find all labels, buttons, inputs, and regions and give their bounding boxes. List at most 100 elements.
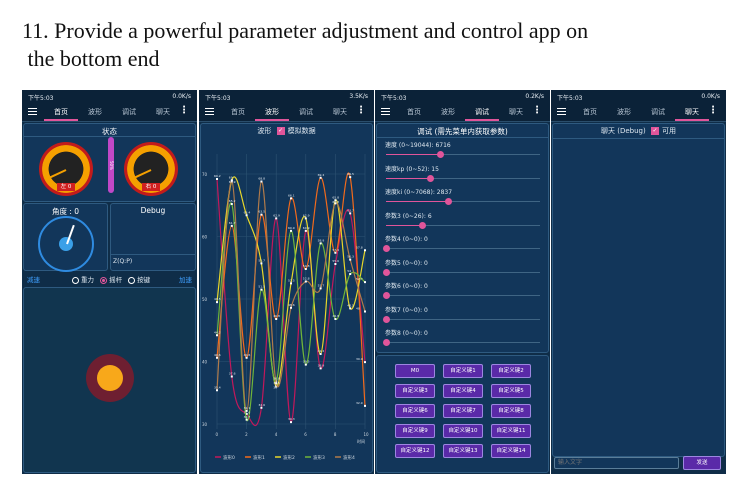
slider-thumb[interactable] [427,174,435,182]
data-point [260,406,263,409]
custom-key-button[interactable]: 自定义键14 [491,444,531,458]
slider-thumb[interactable] [437,151,445,158]
menu-icon[interactable] [28,108,37,115]
simulate-checkbox[interactable]: ✓ [276,127,285,135]
tab-debug[interactable]: 调试 [122,108,136,116]
custom-key-button[interactable]: 自定义键3 [395,384,435,398]
clock-time: 下午5:03 [205,95,231,102]
custom-key-button[interactable]: 自定义键12 [395,444,435,458]
more-icon[interactable]: ⋮ [532,105,542,116]
radio-joystick[interactable] [100,276,108,284]
menu-icon[interactable] [381,108,390,115]
chat-input[interactable] [554,457,679,469]
menu-icon[interactable] [205,108,214,115]
data-point [260,262,263,265]
tab-debug[interactable]: 调试 [299,108,313,116]
custom-key-button[interactable]: 自定义键2 [491,364,531,378]
tab-chat[interactable]: 聊天 [675,107,709,121]
param-slider[interactable] [386,198,540,205]
param-slider[interactable] [383,292,540,299]
left-gauge: 左 0 [39,142,93,196]
param-slider[interactable] [386,174,540,182]
data-point [290,421,292,424]
slider-thumb[interactable] [418,221,426,229]
joystick-knob[interactable] [97,365,123,391]
custom-key-button[interactable]: 自定义键1 [443,364,483,378]
data-label: 63.7 [347,208,354,212]
tab-debug[interactable]: 调试 [651,108,665,116]
tab-home[interactable]: 首页 [231,108,245,116]
slider-thumb[interactable] [383,268,390,276]
status-bar: 下午5:03 3.5K/s [199,90,374,102]
more-icon[interactable]: ⋮ [179,105,189,116]
param-slider[interactable] [383,245,540,252]
slider-thumb[interactable] [383,315,390,323]
data-label: 52.7 [356,277,363,281]
data-label: 54 [347,269,351,273]
right-gauge: 右 0 [124,142,178,196]
data-point [245,413,248,415]
data-point [245,356,248,359]
clock-time: 下午5:03 [381,95,407,102]
custom-key-button[interactable]: 自定义键10 [443,424,483,438]
data-point [216,389,218,392]
tab-chat[interactable]: 聊天 [333,108,347,116]
slider-thumb[interactable] [383,339,390,346]
more-icon[interactable]: ⋮ [708,105,718,116]
tab-debug[interactable]: 调试 [465,107,499,121]
data-label: 63.4 [244,210,251,214]
data-point [349,307,352,310]
angle-dial [38,216,94,272]
custom-key-button[interactable]: 自定义键11 [491,424,531,438]
tab-wave[interactable]: 波形 [441,108,455,116]
data-label: 69.5 [347,172,354,176]
custom-key-button[interactable]: M0 [395,364,435,378]
accelerate-button[interactable]: 加速 [179,276,192,284]
chat-title: 聊天 (Debug) [601,127,646,135]
param-slider[interactable] [383,339,540,346]
custom-key-button[interactable]: 自定义键4 [443,384,483,398]
param-slider[interactable] [386,221,540,229]
tab-wave[interactable]: 波形 [88,108,102,116]
mode-radio-group: 重力 摇杆 按键 [68,273,150,287]
tab-chat[interactable]: 聊天 [156,108,170,116]
data-point [245,214,248,217]
data-label: 46.8 [332,314,339,318]
tab-bar: 首页 波形 调试 聊天 ⋮ [375,102,550,122]
radio-gravity[interactable] [72,276,79,284]
radio-buttons[interactable] [128,276,136,284]
x-tick-label: 0 [216,432,219,437]
tab-chat[interactable]: 聊天 [509,108,523,116]
param-slider[interactable] [386,151,540,158]
heading-line-2: the bottom end [22,46,160,71]
tab-home[interactable]: 首页 [44,107,78,121]
custom-keys-panel: M0 自定义键1 自定义键2 自定义键3 自定义键4 自定义键5 自定义键6 自定义键7 自定义… [376,355,549,473]
left-gauge-label: 左 0 [57,183,75,191]
custom-key-button[interactable]: 自定义键5 [491,384,531,398]
tab-home[interactable]: 首页 [407,108,421,116]
menu-icon[interactable] [557,108,566,115]
tab-wave[interactable]: 波形 [255,107,289,121]
decelerate-button[interactable]: 减速 [27,276,40,284]
data-label: 62.9 [273,213,280,217]
joystick-area[interactable] [23,287,196,473]
angle-title: 角度 : 0 [51,207,80,216]
data-point [275,382,278,385]
custom-key-button[interactable]: 自定义键13 [443,444,483,458]
tab-wave[interactable]: 波形 [617,108,631,116]
legend-label: 波形4 [343,454,355,461]
tab-home[interactable]: 首页 [583,108,597,116]
custom-key-button[interactable]: 自定义键7 [443,404,483,418]
param-slider[interactable] [383,268,540,276]
data-label: 49.5 [214,297,221,301]
custom-key-button[interactable]: 自定义键6 [395,404,435,418]
enable-checkbox[interactable]: ✓ [650,127,659,135]
custom-key-button[interactable]: 自定义键9 [395,424,435,438]
slider-thumb[interactable] [444,198,452,205]
param-slider[interactable] [383,315,540,323]
slider-thumb[interactable] [383,245,390,252]
slider-thumb[interactable] [383,292,390,299]
more-icon[interactable]: ⋮ [356,105,366,116]
custom-key-button[interactable]: 自定义键8 [491,404,531,418]
send-button[interactable]: 发送 [683,456,721,470]
